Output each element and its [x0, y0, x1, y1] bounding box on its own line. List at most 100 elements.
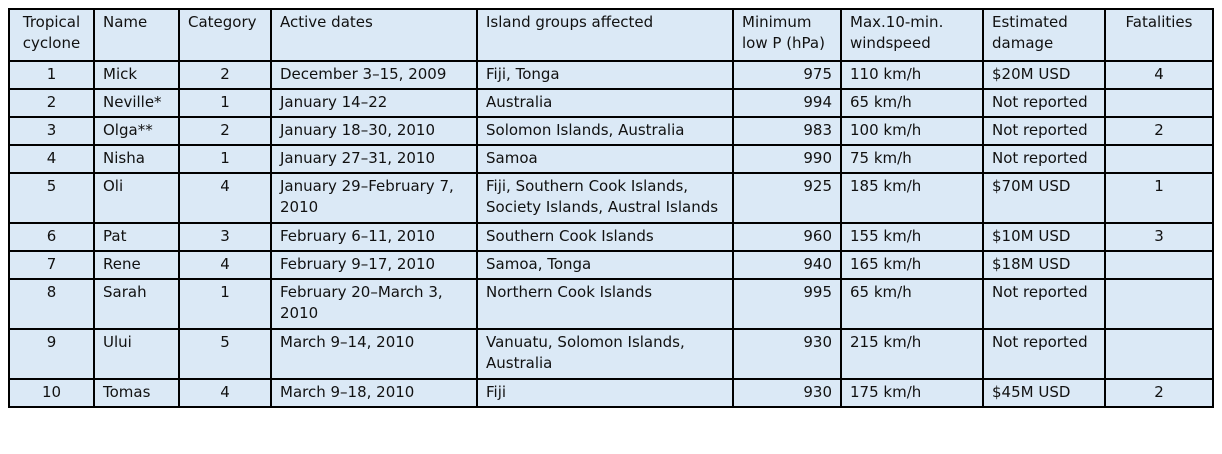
cell: 994: [732, 88, 842, 118]
cell: 4: [178, 378, 272, 408]
cell: Olga**: [93, 116, 180, 146]
cell: Samoa: [476, 144, 734, 174]
cell: Fiji, Tonga: [476, 60, 734, 90]
cell: $20M USD: [982, 60, 1106, 90]
cell: 983: [732, 116, 842, 146]
header-cell: Tropical cyclone: [8, 8, 95, 62]
cell: Not reported: [982, 88, 1106, 118]
cell: 5: [8, 172, 95, 224]
header-cell: Category: [178, 8, 272, 62]
cell: Vanuatu, Solomon Islands, Australia: [476, 328, 734, 380]
cell: [1104, 328, 1214, 380]
cell: 960: [732, 222, 842, 252]
cyclone-table: Tropical cyclone Name Category Active dates…: [8, 8, 1214, 408]
header-cell: Fatalities: [1104, 8, 1214, 62]
cell: 215 km/h: [840, 328, 984, 380]
data-row: 5 Oli 4 January 29–February 7, 2010 Fiji, So…: [8, 172, 1214, 224]
cell: [1104, 144, 1214, 174]
cell: 4: [1104, 60, 1214, 90]
cell: $10M USD: [982, 222, 1106, 252]
cell: 995: [732, 278, 842, 330]
cell: Australia: [476, 88, 734, 118]
cell: 175 km/h: [840, 378, 984, 408]
cell: 2: [1104, 378, 1214, 408]
cell: 9: [8, 328, 95, 380]
cell: February 9–17, 2010: [270, 250, 478, 280]
cell: Fiji, Southern Cook Islands, Society Isl…: [476, 172, 734, 224]
cell: Southern Cook Islands: [476, 222, 734, 252]
cell: Tomas: [93, 378, 180, 408]
cell: Neville*: [93, 88, 180, 118]
cell: February 20–March 3, 2010: [270, 278, 478, 330]
cell: Northern Cook Islands: [476, 278, 734, 330]
cell: 1: [1104, 172, 1214, 224]
header-cell: Island groups affected: [476, 8, 734, 62]
cell: Ului: [93, 328, 180, 380]
cell: 2: [8, 88, 95, 118]
cell: 3: [1104, 222, 1214, 252]
cell: 925: [732, 172, 842, 224]
cell: [1104, 88, 1214, 118]
cell: Fiji: [476, 378, 734, 408]
header-cell: Active dates: [270, 8, 478, 62]
cell: 2: [178, 116, 272, 146]
cell: January 14–22: [270, 88, 478, 118]
cell: 1: [178, 88, 272, 118]
cell: 2: [1104, 116, 1214, 146]
cell: January 27–31, 2010: [270, 144, 478, 174]
cell: 65 km/h: [840, 278, 984, 330]
cell: 3: [178, 222, 272, 252]
cell: Samoa, Tonga: [476, 250, 734, 280]
header-cell: Minimum low P (hPa): [732, 8, 842, 62]
cell: Mick: [93, 60, 180, 90]
cell: February 6–11, 2010: [270, 222, 478, 252]
data-row: 8 Sarah 1 February 20–March 3, 2010 Northern…: [8, 278, 1214, 330]
cell: March 9–14, 2010: [270, 328, 478, 380]
cell: 975: [732, 60, 842, 90]
cell: Not reported: [982, 328, 1106, 380]
data-row: 9 Ului 5 March 9–14, 2010 Vanuatu, Solomon I…: [8, 328, 1214, 380]
cell: 4: [178, 172, 272, 224]
cell: Not reported: [982, 116, 1106, 146]
data-row: 7 Rene 4 February 9–17, 2010 Samoa, Tonga 940…: [8, 250, 1214, 280]
cell: 110 km/h: [840, 60, 984, 90]
cell: 155 km/h: [840, 222, 984, 252]
cell: Rene: [93, 250, 180, 280]
cell: 930: [732, 378, 842, 408]
cell: December 3–15, 2009: [270, 60, 478, 90]
cell: 6: [8, 222, 95, 252]
header-row: Tropical cyclone Name Category Active dates…: [8, 8, 1214, 62]
cell: 1: [178, 144, 272, 174]
cell: 930: [732, 328, 842, 380]
cell: [1104, 278, 1214, 330]
header-cell: Estimated damage: [982, 8, 1106, 62]
cell: $70M USD: [982, 172, 1106, 224]
cell: 4: [178, 250, 272, 280]
cell: $45M USD: [982, 378, 1106, 408]
cell: 990: [732, 144, 842, 174]
cell: [1104, 250, 1214, 280]
cell: Oli: [93, 172, 180, 224]
header-cell: Max.10-min. windspeed: [840, 8, 984, 62]
data-row: 3 Olga** 2 January 18–30, 2010 Solomon Islan…: [8, 116, 1214, 146]
data-row: 4 Nisha 1 January 27–31, 2010 Samoa 990 75 km/…: [8, 144, 1214, 174]
cell: 100 km/h: [840, 116, 984, 146]
cell: Not reported: [982, 278, 1106, 330]
data-row: 6 Pat 3 February 6–11, 2010 Southern Cook Is…: [8, 222, 1214, 252]
data-row: 2 Neville* 1 January 14–22 Australia 994 65 km…: [8, 88, 1214, 118]
data-row: 1 Mick 2 December 3–15, 2009 Fiji, Tonga 975 1…: [8, 60, 1214, 90]
cell: 940: [732, 250, 842, 280]
cell: 5: [178, 328, 272, 380]
cell: 165 km/h: [840, 250, 984, 280]
cell: 4: [8, 144, 95, 174]
cell: 1: [8, 60, 95, 90]
data-row: 10 Tomas 4 March 9–18, 2010 Fiji 930 175 km/h $…: [8, 378, 1214, 408]
cell: 8: [8, 278, 95, 330]
cell: March 9–18, 2010: [270, 378, 478, 408]
cell: January 29–February 7, 2010: [270, 172, 478, 224]
cell: 10: [8, 378, 95, 408]
cell: Pat: [93, 222, 180, 252]
header-cell: Name: [93, 8, 180, 62]
cell: 7: [8, 250, 95, 280]
